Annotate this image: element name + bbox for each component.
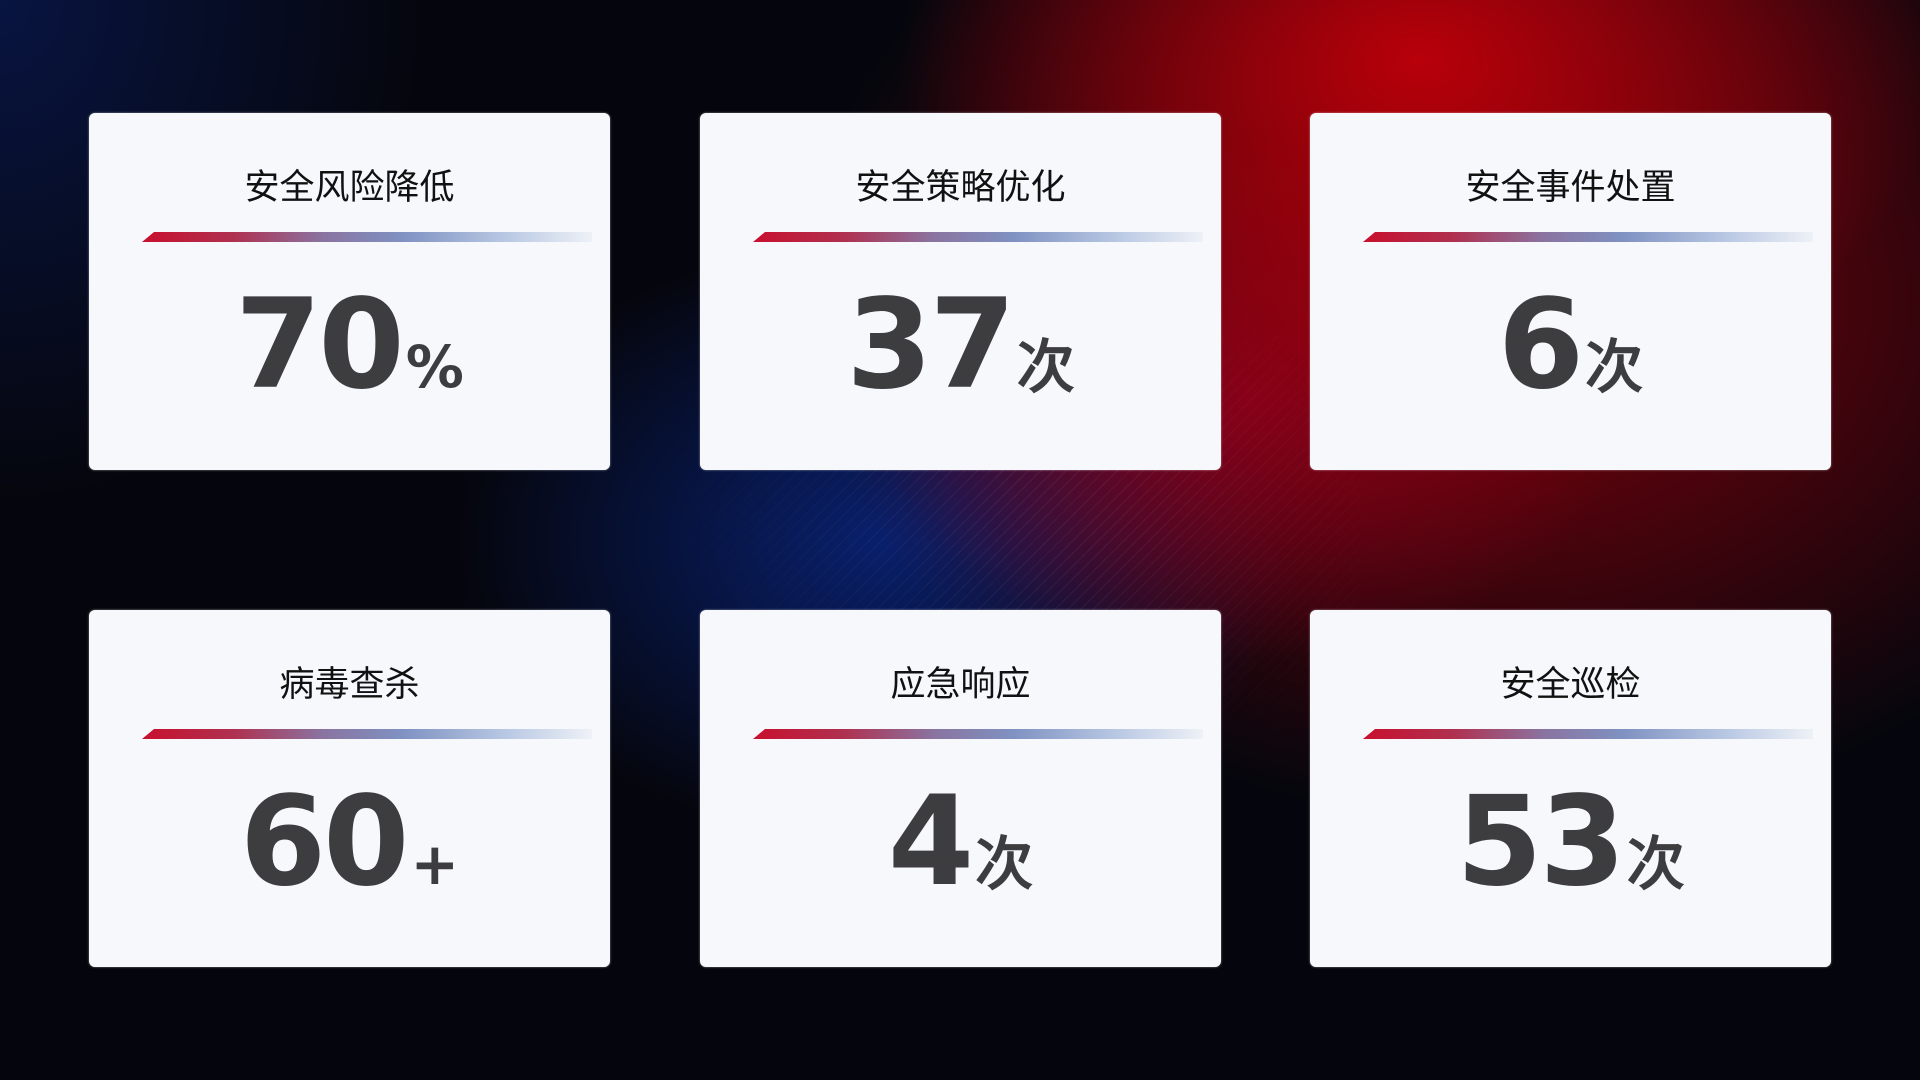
stat-card: 应急响应 4次	[700, 610, 1221, 967]
stat-title: 安全策略优化	[855, 168, 1066, 208]
stat-value: 37次	[700, 273, 1221, 417]
stat-number: 70	[235, 273, 405, 417]
stat-card: 安全策略优化 37次	[700, 113, 1221, 470]
stat-card: 安全风险降低 70%	[89, 113, 610, 470]
stat-unit: 次	[1016, 333, 1075, 401]
stat-unit: +	[410, 830, 460, 898]
stat-unit: 次	[975, 830, 1034, 898]
gradient-divider	[1363, 232, 1813, 242]
stat-card: 安全巡检 53次	[1310, 610, 1831, 967]
stat-title: 安全事件处置	[1465, 168, 1676, 208]
stat-value: 60+	[89, 770, 610, 914]
stat-number: 4	[887, 770, 974, 914]
stat-title: 安全巡检	[1500, 665, 1641, 705]
stat-title: 病毒查杀	[279, 665, 420, 705]
stat-unit: 次	[1585, 333, 1644, 401]
stat-value: 6次	[1310, 273, 1831, 417]
stat-title: 安全风险降低	[244, 168, 455, 208]
stat-title: 应急响应	[890, 665, 1031, 705]
gradient-divider	[142, 729, 592, 739]
stat-number: 37	[846, 273, 1016, 417]
stat-card: 病毒查杀 60+	[89, 610, 610, 967]
stat-card: 安全事件处置 6次	[1310, 113, 1831, 470]
stat-unit: 次	[1626, 830, 1685, 898]
stat-value: 53次	[1310, 770, 1831, 914]
stat-number: 53	[1456, 770, 1626, 914]
gradient-divider	[142, 232, 592, 242]
gradient-divider	[753, 729, 1203, 739]
gradient-divider	[1363, 729, 1813, 739]
stat-value: 70%	[89, 273, 610, 417]
stat-unit: %	[405, 333, 464, 401]
gradient-divider	[753, 232, 1203, 242]
stat-number: 6	[1497, 273, 1584, 417]
stat-value: 4次	[700, 770, 1221, 914]
stat-number: 60	[239, 770, 410, 914]
